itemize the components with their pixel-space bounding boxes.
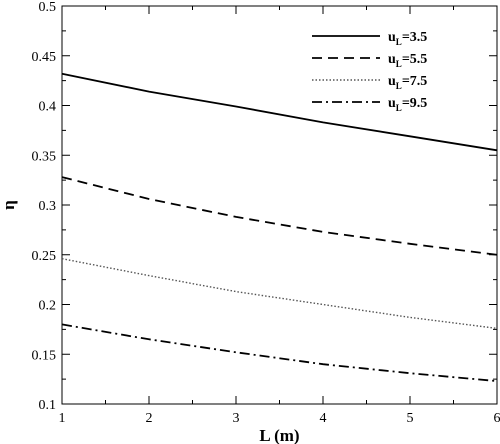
y-tick-label: 0.35 bbox=[32, 149, 57, 164]
y-tick-label: 0.5 bbox=[39, 0, 57, 15]
y-tick-label: 0.15 bbox=[32, 348, 57, 363]
legend-label-subscript: L bbox=[396, 81, 402, 91]
legend-label-symbol: u bbox=[388, 96, 396, 111]
plot-frame bbox=[61, 5, 498, 405]
y-tick-label: 0.3 bbox=[39, 199, 57, 214]
legend-label-3: uL=7.5 bbox=[388, 74, 427, 91]
legend-label-symbol: u bbox=[388, 74, 396, 89]
legend-label-value: =3.5 bbox=[402, 30, 427, 45]
x-tick-label: 1 bbox=[59, 411, 66, 426]
series-lines bbox=[61, 72, 498, 382]
legend-label-value: =9.5 bbox=[402, 96, 427, 111]
x-axis-title: L (m) bbox=[259, 426, 299, 444]
legend-label-subscript: L bbox=[396, 103, 402, 113]
legend-label-value: =5.5 bbox=[402, 52, 427, 67]
legend-label-2: uL=5.5 bbox=[388, 52, 427, 69]
legend: uL=3.5uL=5.5uL=7.5uL=9.5 bbox=[312, 30, 427, 113]
legend-label-subscript: L bbox=[396, 37, 402, 47]
series-line-4 bbox=[61, 323, 498, 382]
x-tick-label: 2 bbox=[146, 411, 153, 426]
x-tick-label: 4 bbox=[320, 411, 327, 426]
y-tick-label: 0.1 bbox=[39, 398, 57, 413]
x-tick-label: 3 bbox=[233, 411, 240, 426]
legend-label-4: uL=9.5 bbox=[388, 96, 427, 113]
y-tick-label: 0.25 bbox=[32, 249, 57, 264]
legend-label-symbol: u bbox=[388, 30, 396, 45]
legend-label-1: uL=3.5 bbox=[388, 30, 427, 47]
y-axis-title: η bbox=[0, 200, 18, 210]
x-tick-label: 5 bbox=[407, 411, 414, 426]
y-axis-ticks: 0.1 0.15 0.2 0.25 0.3 0.35 0.4 0.45 0.5 bbox=[32, 0, 497, 413]
series-line-1 bbox=[61, 72, 498, 152]
series-line-3 bbox=[61, 258, 498, 330]
x-tick-label: 6 bbox=[494, 411, 500, 426]
y-tick-label: 0.2 bbox=[39, 299, 57, 314]
legend-label-symbol: u bbox=[388, 52, 396, 67]
legend-label-subscript: L bbox=[396, 59, 402, 69]
legend-label-value: =7.5 bbox=[402, 74, 427, 89]
series-line-2 bbox=[61, 176, 498, 256]
y-tick-label: 0.45 bbox=[32, 50, 57, 65]
y-tick-label: 0.4 bbox=[39, 100, 57, 115]
x-axis-ticks: 1 2 3 4 5 6 bbox=[59, 6, 500, 426]
